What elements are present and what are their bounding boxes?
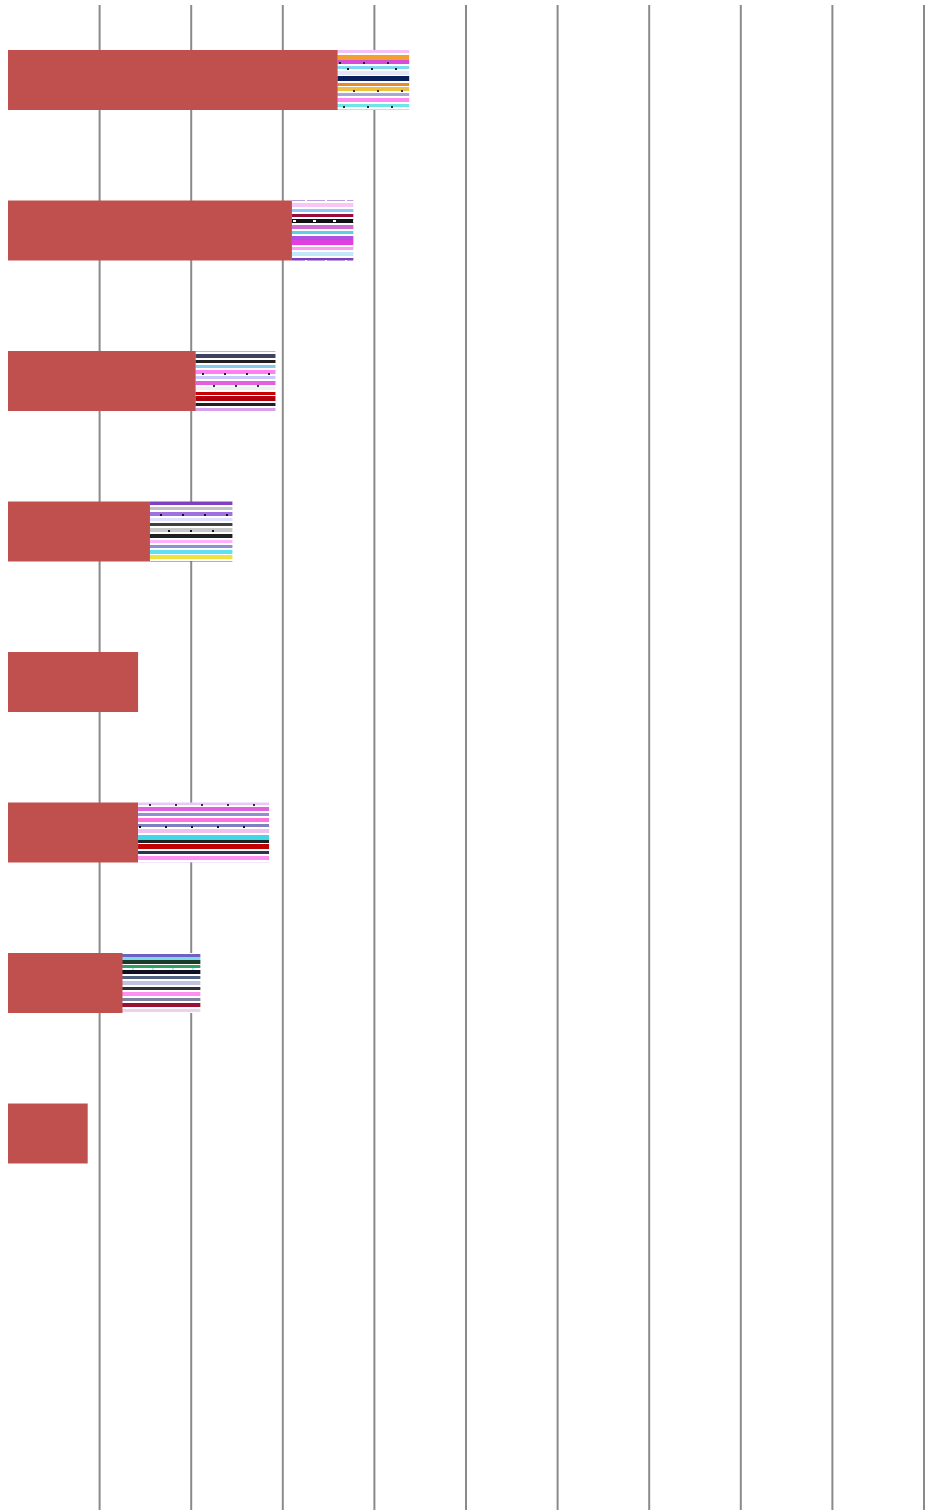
bar-segment-primary <box>8 1104 88 1164</box>
bar-segment-primary <box>8 351 196 411</box>
bar-segment-secondary <box>150 502 232 562</box>
bars <box>8 50 409 1164</box>
bar-segment-secondary <box>196 351 276 411</box>
bar-segment-primary <box>8 953 123 1013</box>
bar-segment-secondary <box>123 953 201 1013</box>
bar-segment-primary <box>8 50 338 110</box>
bar-segment-secondary <box>338 50 409 110</box>
bar-segment-secondary <box>292 201 353 261</box>
bar-segment-secondary <box>138 803 269 863</box>
bar-segment-primary <box>8 652 138 712</box>
bar-segment-primary <box>8 803 138 863</box>
bar-segment-primary <box>8 201 292 261</box>
bar-segment-primary <box>8 502 150 562</box>
